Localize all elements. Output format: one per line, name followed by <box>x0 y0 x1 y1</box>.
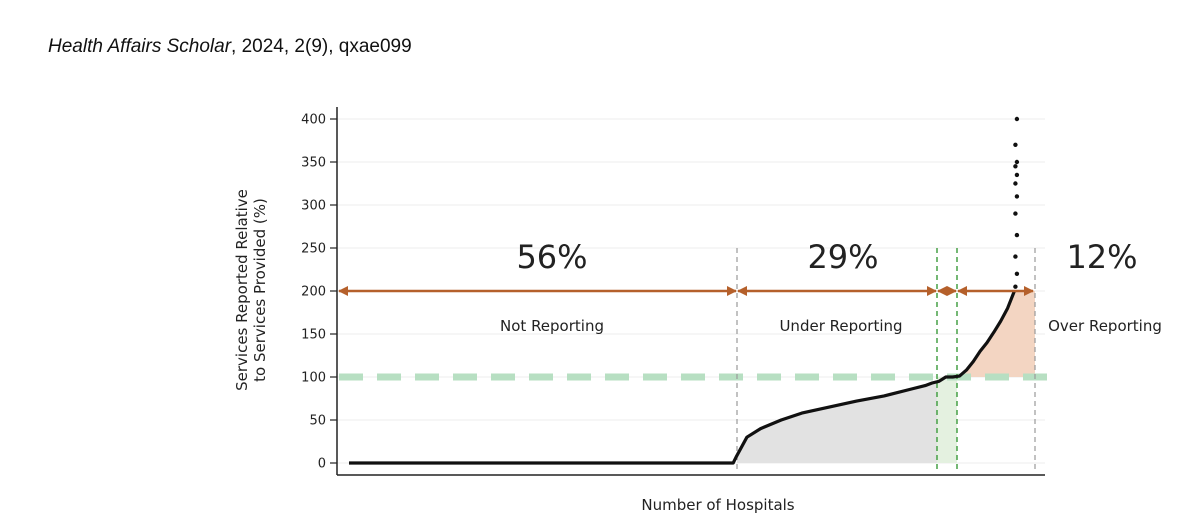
region-percent-3: 12% <box>1066 238 1137 276</box>
y-tick-label-250: 250 <box>301 242 326 257</box>
y-axis-label-line-2: to Services Provided (%) <box>251 198 269 382</box>
over-reporting-area <box>957 256 1035 377</box>
region-fills <box>737 256 1035 463</box>
x-axis-label: Number of Hospitals <box>641 496 794 514</box>
under-reporting-area <box>737 381 937 463</box>
tail-point <box>1014 232 1020 238</box>
tail-point <box>1013 254 1018 259</box>
tail-point <box>1013 142 1018 147</box>
tail-point <box>1014 116 1020 122</box>
citation: Health Affairs Scholar, 2024, 2(9), qxae… <box>48 36 412 58</box>
y-tick-label-50: 50 <box>309 414 326 429</box>
tail-point <box>1014 172 1020 178</box>
region-labels: 56% Not Reporting 29% Under Reporting 12% Ove… <box>500 238 1162 335</box>
y-tick-label-400: 400 <box>301 113 326 128</box>
y-tick-label-350: 350 <box>301 156 326 171</box>
y-tick-label-100: 100 <box>301 371 326 386</box>
region-label-0: Not Reporting <box>500 317 604 335</box>
tail-point <box>1013 211 1018 216</box>
tail-point <box>1013 284 1018 289</box>
y-tick-label-300: 300 <box>301 199 326 214</box>
y-tick-label-200: 200 <box>301 285 326 300</box>
region-label-1: Under Reporting <box>779 317 902 335</box>
tail-point <box>1013 164 1018 169</box>
tail-point <box>1014 194 1020 199</box>
y-tick-label-0: 0 <box>318 457 326 472</box>
y-axis-label-line-1: Services Reported Relative <box>233 189 251 391</box>
citation-details: , 2024, 2(9), qxae099 <box>231 36 412 57</box>
y-tick-label-150: 150 <box>301 328 326 343</box>
tail-point <box>1013 181 1018 186</box>
accurate-reporting-area <box>937 377 957 463</box>
journal-name: Health Affairs Scholar <box>48 36 232 57</box>
tail-point <box>1014 159 1020 165</box>
region-percent-1: 29% <box>807 238 878 276</box>
region-dividers <box>736 248 1036 470</box>
tail-point <box>1014 271 1020 276</box>
region-label-3: Over Reporting <box>1048 317 1162 335</box>
hospital-ratio-curve <box>349 290 1016 465</box>
region-percent-0: 56% <box>516 238 587 276</box>
y-ticks: 0 50 100 150 200 250 300 350 400 <box>301 113 337 472</box>
